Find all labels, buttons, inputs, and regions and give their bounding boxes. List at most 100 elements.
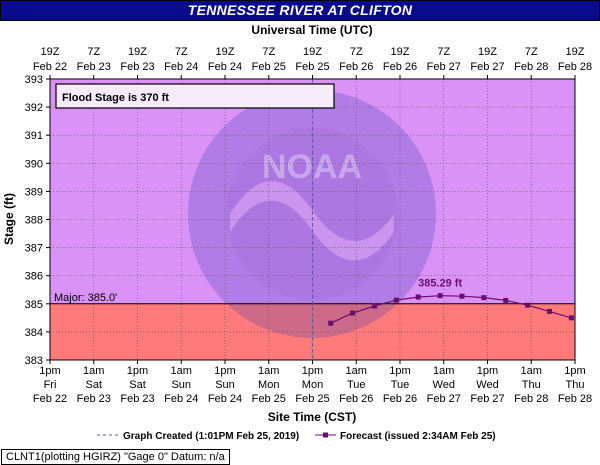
y-tick-label: 387 [25, 243, 43, 255]
bottom-tick-time: 1pm [39, 365, 60, 377]
y-tick-label: 384 [25, 327, 43, 339]
bottom-tick-day: Thu [522, 379, 541, 391]
forecast-point [481, 295, 487, 301]
y-tick-label: 385 [25, 299, 43, 311]
bottom-tick-time: 1pm [564, 365, 585, 377]
y-tick-label: 390 [25, 158, 43, 170]
forecast-point [437, 293, 443, 299]
forecast-point [393, 297, 399, 303]
top-tick-date: Feb 26 [383, 61, 417, 73]
bottom-tick-day: Thu [566, 379, 585, 391]
bottom-tick-date: Feb 23 [120, 393, 154, 405]
top-tick-time: 19Z [391, 46, 410, 58]
bottom-tick-date: Feb 25 [252, 393, 286, 405]
bottom-tick-date: Feb 28 [514, 393, 548, 405]
bottom-tick-time: 1am [521, 365, 542, 377]
bottom-tick-date: Feb 24 [208, 393, 242, 405]
top-tick-date: Feb 22 [33, 61, 67, 73]
major-threshold-label: Major: 385.0' [54, 292, 117, 304]
top-tick-date: Feb 25 [252, 61, 286, 73]
top-tick-date: Feb 27 [470, 61, 504, 73]
top-tick-date: Feb 28 [558, 61, 592, 73]
bottom-tick-day: Mon [258, 379, 279, 391]
bottom-tick-day: Fri [44, 379, 57, 391]
top-tick-time: 7Z [175, 46, 188, 58]
top-tick-time: 7Z [437, 46, 450, 58]
flood-stage-note-box: Flood Stage is 370 ft [55, 83, 335, 109]
bottom-tick-time: 1am [258, 365, 279, 377]
noaa-logo-text: NOAA [262, 148, 362, 186]
legend-graph-created: Graph Created (1:01PM Feb 25, 2019) [123, 431, 299, 442]
top-tick-time: 19Z [216, 46, 235, 58]
legend-forecast: Forecast (issued 2:34AM Feb 25) [340, 431, 496, 442]
bottom-tick-date: Feb 27 [470, 393, 504, 405]
forecast-point [328, 320, 334, 326]
bottom-tick-date: Feb 24 [164, 393, 198, 405]
bottom-tick-time: 1am [433, 365, 454, 377]
bottom-tick-day: Sun [215, 379, 235, 391]
top-tick-date: Feb 25 [295, 61, 329, 73]
bottom-tick-time: 1pm [389, 365, 410, 377]
y-tick-label: 393 [25, 74, 43, 86]
chart-title: TENNESSEE RIVER AT CLIFTON [0, 0, 600, 21]
top-tick-time: 7Z [525, 46, 538, 58]
top-tick-date: Feb 23 [77, 61, 111, 73]
top-axis-title: Universal Time (UTC) [251, 23, 372, 37]
legend-forecast-marker [323, 432, 328, 438]
top-tick-time: 19Z [566, 46, 585, 58]
top-tick-time: 7Z [87, 46, 100, 58]
bottom-tick-day: Tue [347, 379, 366, 391]
bottom-tick-time: 1pm [302, 365, 323, 377]
top-tick-time: 19Z [303, 46, 322, 58]
forecast-point [459, 293, 465, 299]
bottom-tick-date: Feb 26 [339, 393, 373, 405]
bottom-tick-day: Mon [302, 379, 323, 391]
bottom-tick-time: 1pm [477, 365, 498, 377]
y-axis-title: Stage (ft) [2, 193, 16, 245]
y-tick-label: 389 [25, 186, 43, 198]
bottom-tick-day: Tue [391, 379, 410, 391]
top-tick-date: Feb 27 [427, 61, 461, 73]
bottom-tick-day: Sat [129, 379, 146, 391]
bottom-tick-day: Wed [433, 379, 455, 391]
bottom-tick-date: Feb 26 [383, 393, 417, 405]
top-tick-date: Feb 26 [339, 61, 373, 73]
bottom-tick-day: Wed [476, 379, 498, 391]
bottom-tick-time: 1am [171, 365, 192, 377]
forecast-line [330, 295, 572, 324]
forecast-point [415, 294, 421, 300]
forecast-point [371, 303, 377, 309]
top-tick-time: 19Z [478, 46, 497, 58]
bottom-tick-date: Feb 23 [77, 393, 111, 405]
top-tick-time: 19Z [128, 46, 147, 58]
y-axis: 393 392 391 390 389 388 387 386 385 384 383 [25, 74, 50, 367]
top-tick-time: 7Z [262, 46, 275, 58]
bottom-axis: 1pm Fri Feb 22 1am Sat Feb 23 1pm Sat Feb 23 1am S… [33, 360, 592, 405]
bottom-tick-day: Sat [85, 379, 102, 391]
y-tick-label: 386 [25, 271, 43, 283]
top-tick-time: 19Z [41, 46, 60, 58]
y-tick-label: 392 [25, 102, 43, 114]
legend: Graph Created (1:01PM Feb 25, 2019) Fore… [97, 431, 496, 442]
bottom-tick-date: Feb 28 [558, 393, 592, 405]
bottom-tick-date: Feb 22 [33, 393, 67, 405]
top-tick-date: Feb 24 [164, 61, 198, 73]
bottom-tick-time: 1am [346, 365, 367, 377]
peak-label: 385.29 ft [418, 278, 462, 290]
forecast-point [546, 308, 552, 314]
forecast-point [568, 315, 574, 321]
top-tick-date: Feb 24 [208, 61, 242, 73]
footer-datum-box: CLNT1(plotting HGIRZ) "Gage 0" Datum: n/… [1, 449, 230, 465]
forecast-point [503, 297, 509, 303]
forecast-series [328, 293, 574, 326]
bottom-tick-date: Feb 27 [427, 393, 461, 405]
y-tick-label: 391 [25, 130, 43, 142]
bottom-tick-time: 1pm [127, 365, 148, 377]
top-tick-date: Feb 28 [514, 61, 548, 73]
y-tick-label: 388 [25, 215, 43, 227]
bottom-tick-date: Feb 25 [295, 393, 329, 405]
bottom-axis-title: Site Time (CST) [268, 410, 356, 424]
top-axis: 19Z Feb 22 7Z Feb 23 19Z Feb 23 7Z Feb 24 19Z Feb… [33, 46, 592, 79]
bottom-tick-time: 1pm [214, 365, 235, 377]
